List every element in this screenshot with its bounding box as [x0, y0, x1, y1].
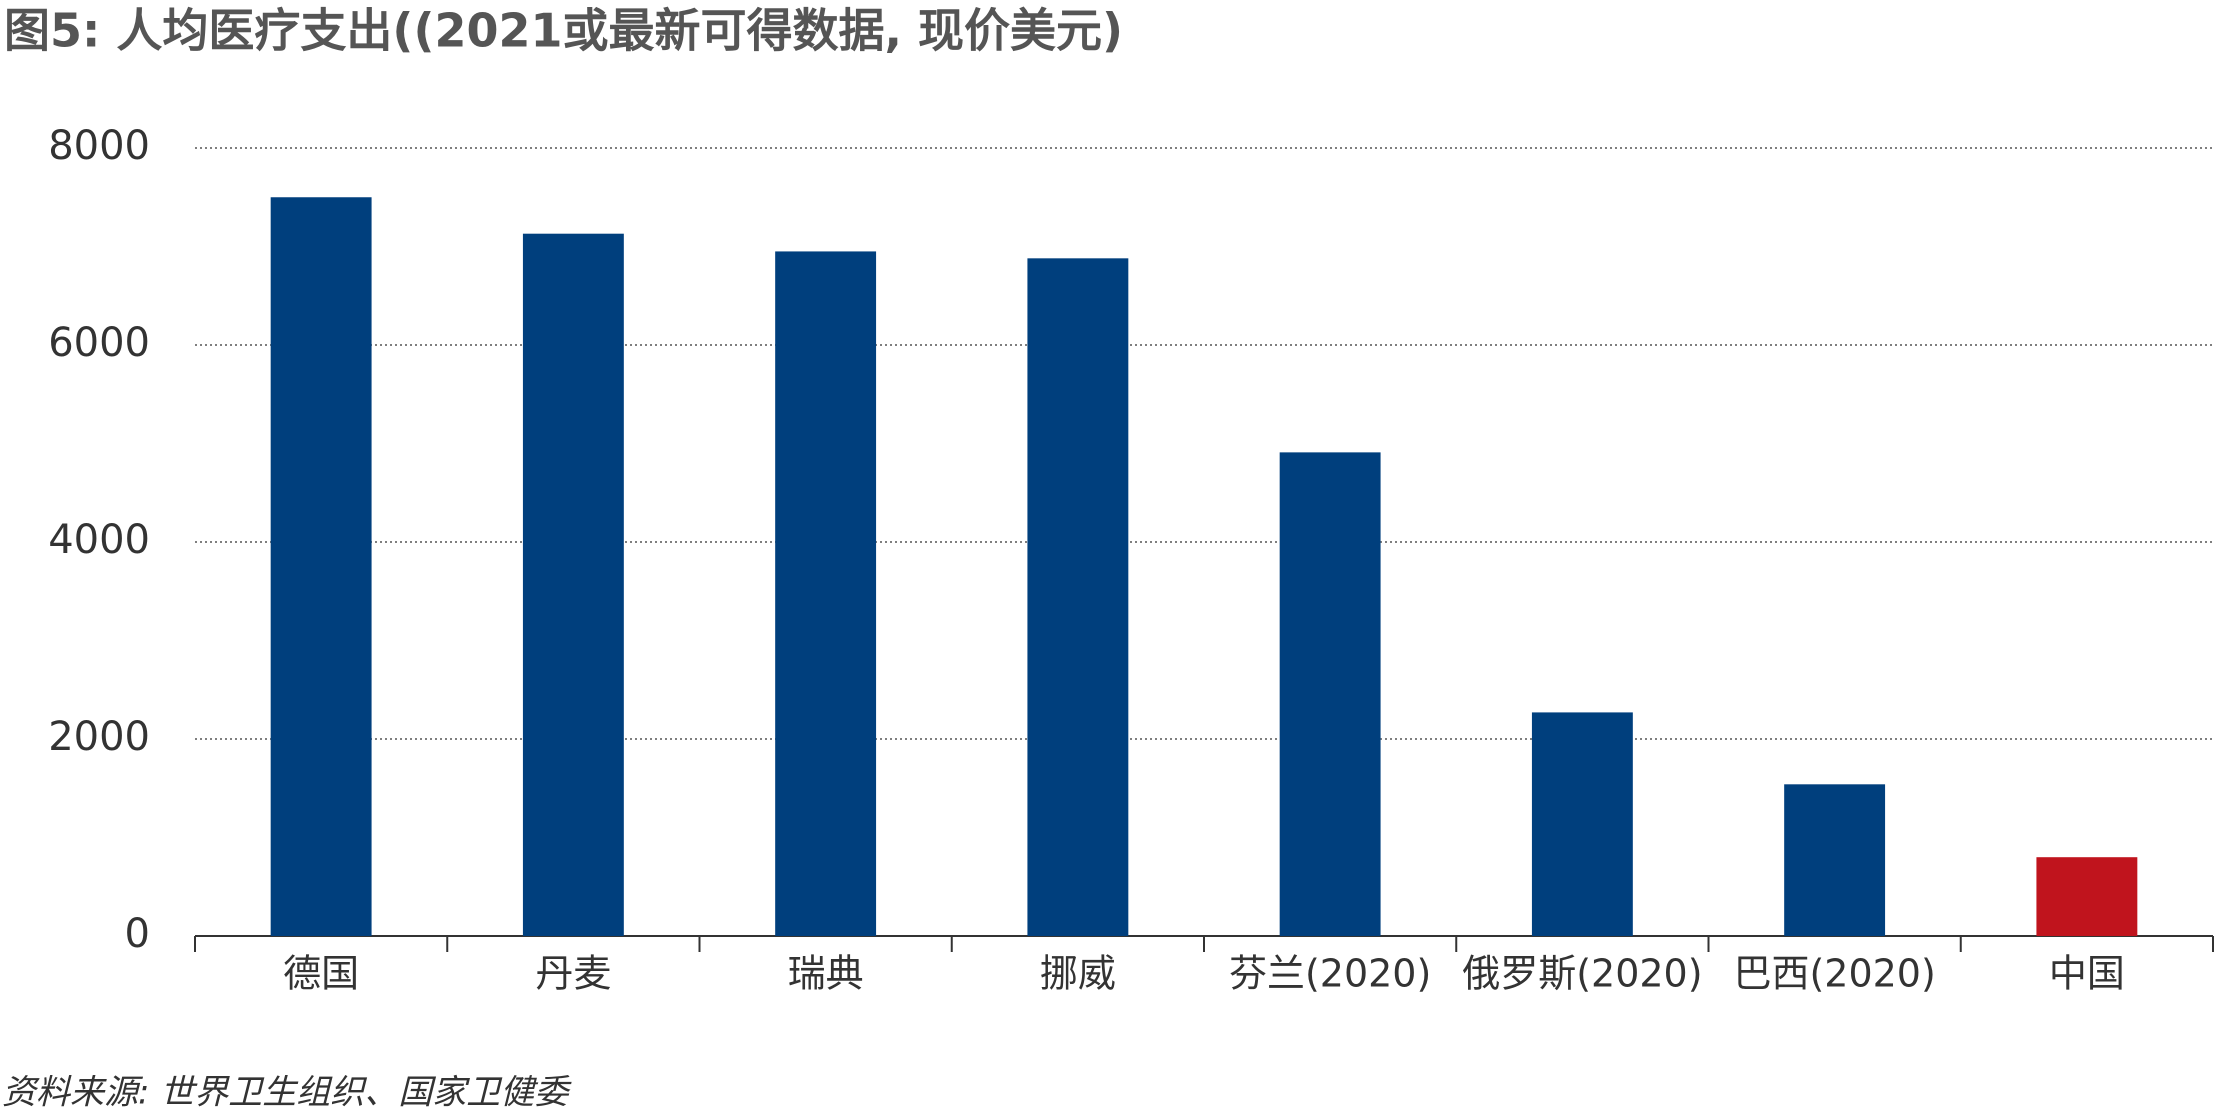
x-tick-label: 巴西(2020): [1733, 952, 1935, 996]
bar: [775, 251, 877, 937]
x-tick-label: 瑞典: [788, 952, 864, 996]
bar: [1027, 258, 1129, 936]
x-tick-label: 丹麦: [535, 952, 611, 996]
bar: [270, 197, 372, 936]
source-note: 资料来源: 世界卫生组织、国家卫健委: [2, 1073, 572, 1113]
bar: [1784, 784, 1886, 936]
bar: [1279, 452, 1381, 936]
bar: [2036, 857, 2138, 936]
bar: [522, 233, 624, 936]
x-tick-label: 芬兰(2020): [1229, 952, 1431, 996]
y-tick-label: 2000: [48, 714, 150, 760]
x-tick-label: 德国: [283, 952, 359, 996]
chart-title: 图5: 人均医疗支出((2021或最新可得数据, 现价美元): [4, 4, 1123, 58]
y-tick-label: 0: [125, 911, 150, 957]
x-tick-label: 俄罗斯(2020): [1462, 952, 1702, 996]
y-tick-label: 6000: [48, 320, 150, 366]
x-tick-label: 中国: [2049, 952, 2125, 996]
y-tick-label: 4000: [48, 517, 150, 563]
bar: [1531, 712, 1633, 936]
y-tick-label: 8000: [48, 123, 150, 169]
x-tick-label: 挪威: [1040, 952, 1116, 996]
